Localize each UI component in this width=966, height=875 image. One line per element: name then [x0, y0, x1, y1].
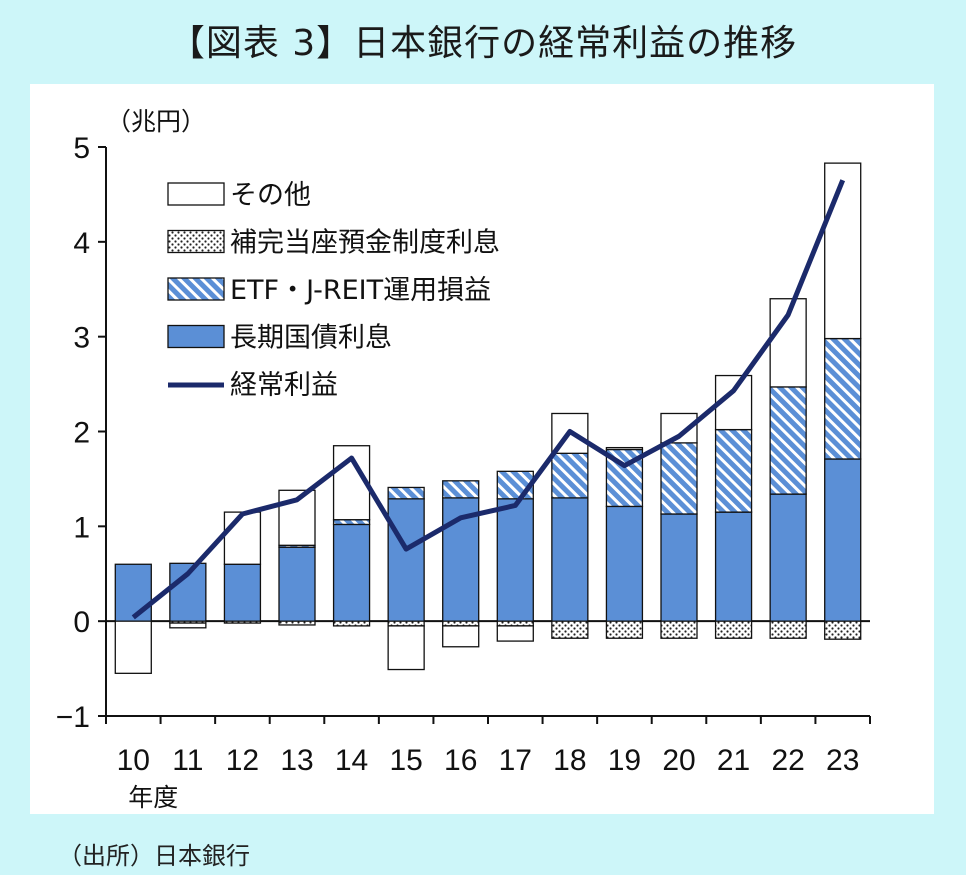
x-tick-label: 18 [553, 744, 586, 777]
bar-jgb [496, 498, 534, 622]
bar-complement [551, 620, 589, 639]
bar-etf [387, 486, 425, 500]
legend-label-jgb: 長期国債利息 [230, 323, 392, 354]
y-unit-label: （兆円） [106, 107, 206, 136]
bar-etf [660, 442, 698, 515]
bar-complement [605, 620, 644, 639]
bar-jgb [714, 511, 753, 622]
bar-etf [824, 337, 862, 460]
legend-swatch-other [167, 182, 225, 206]
bar-complement [223, 620, 262, 624]
bar-complement [496, 620, 534, 627]
x-tick-label: 13 [280, 744, 313, 777]
bar-complement [387, 620, 425, 627]
bar-other [169, 622, 207, 629]
bar-other [387, 625, 425, 671]
bar-jgb [605, 505, 644, 622]
bar-jgb [332, 523, 371, 622]
legend-swatch-etf [167, 277, 225, 301]
bar-jgb [387, 498, 425, 622]
x-tick-label: 23 [826, 744, 859, 777]
bar-other [605, 446, 644, 451]
x-tick-label: 12 [226, 744, 259, 777]
bar-complement [824, 620, 862, 640]
bar-other [114, 620, 152, 674]
legend-label-line: 経常利益 [230, 370, 338, 401]
bar-jgb [278, 546, 316, 622]
bar-jgb [824, 458, 862, 622]
bar-other [824, 162, 862, 340]
source-note: （出所）日本銀行 [58, 842, 250, 870]
bar-complement [660, 620, 698, 639]
bar-jgb [114, 563, 152, 622]
x-tick-label: 14 [335, 744, 368, 777]
y-tick-label: 3 [73, 322, 90, 355]
bar-complement [769, 620, 807, 639]
x-tick-label: 16 [444, 744, 477, 777]
bar-complement [278, 620, 316, 626]
bar-complement [442, 620, 480, 627]
x-tick-label: 11 [172, 744, 203, 777]
bar-other [496, 625, 534, 642]
bar-etf [551, 452, 589, 499]
bar-etf [769, 386, 807, 495]
x-tick-label: 22 [771, 744, 804, 777]
bar-jgb [223, 563, 262, 622]
legend-swatch-complement [167, 229, 225, 254]
legend-label-etf: ETF・J-REIT運用損益 [230, 275, 491, 306]
bar-etf [442, 480, 480, 499]
x-tick-label: 15 [389, 744, 422, 777]
bar-other [223, 511, 262, 565]
bar-complement [714, 620, 753, 639]
x-tick-label: 20 [662, 744, 695, 777]
legend-label-other: その他 [230, 180, 311, 211]
y-tick-label: −1 [56, 701, 90, 734]
bar-complement [332, 620, 371, 627]
bar-other [442, 625, 480, 648]
bar-jgb [551, 497, 589, 622]
y-tick-label: 5 [73, 132, 90, 165]
bar-etf [332, 519, 371, 526]
legend-swatch-jgb [167, 324, 225, 349]
chart-title: 【図表 3】日本銀行の経常利益の推移 [168, 23, 798, 64]
y-tick-label: 2 [73, 417, 90, 450]
y-tick-label: 4 [73, 227, 90, 260]
x-tick-label: 19 [608, 744, 641, 777]
x-axis-label: 年度 [128, 783, 178, 812]
x-tick-label: 17 [499, 744, 532, 777]
line-ordinary-profit [131, 179, 846, 620]
legend-label-complement: 補完当座預金制度利息 [230, 228, 500, 259]
y-tick-label: 0 [73, 606, 90, 639]
bar-jgb [660, 513, 698, 622]
bar-jgb [769, 493, 807, 622]
x-tick-label: 21 [717, 744, 750, 777]
bar-etf [714, 428, 753, 513]
y-tick-label: 1 [73, 511, 90, 544]
x-tick-label: 10 [117, 744, 150, 777]
